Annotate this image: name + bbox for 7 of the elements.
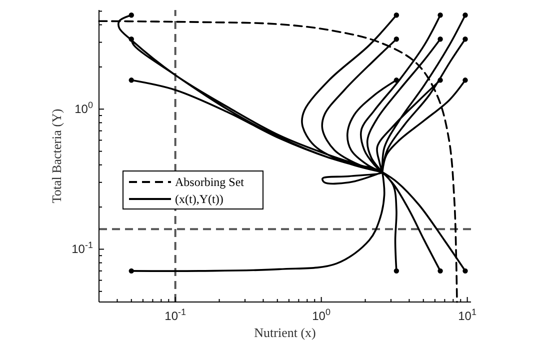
y-axis-title: Total Bacteria (Y): [49, 108, 64, 204]
legend-label: (x(t),Y(t)): [175, 192, 224, 206]
x-axis-title: Nutrient (x): [254, 325, 316, 340]
x-tick-label: 10$^{1}$: [458, 307, 476, 323]
x-tick-label: 10$^{-1}$: [164, 307, 186, 323]
x-tick-label: 10$^{0}$: [312, 307, 331, 323]
legend-label: Absorbing Set: [175, 175, 245, 189]
